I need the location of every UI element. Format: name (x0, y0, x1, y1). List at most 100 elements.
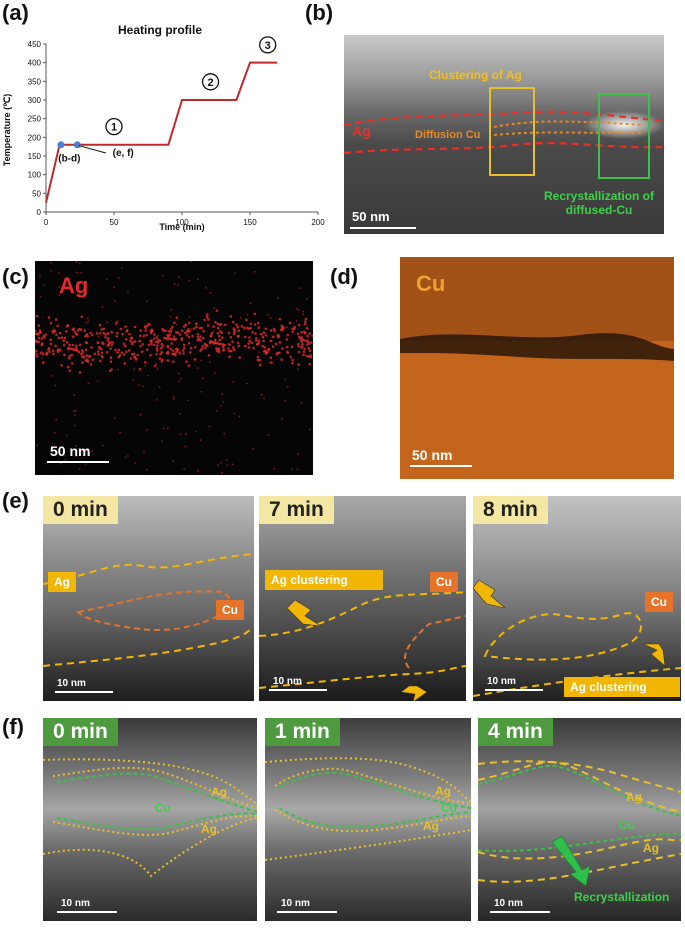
ag-map-dot (197, 367, 199, 370)
y-tick-label: 250 (28, 115, 42, 124)
ag-map-dot (68, 354, 72, 358)
ag-map-dot (73, 330, 77, 334)
ag-map-dot (228, 355, 231, 359)
ag-map-dot (54, 333, 57, 336)
e1-scale-text: 10 nm (57, 678, 86, 689)
ag-map-dot (191, 334, 194, 338)
ag-map-dot (100, 351, 104, 355)
e1-cu-label: Cu (216, 600, 244, 620)
ag-map-dot (306, 340, 310, 343)
cu-map-texture (400, 257, 674, 361)
ag-map-dot (50, 261, 53, 264)
ag-map-dot (137, 384, 140, 387)
ag-map-dot (166, 427, 169, 430)
ag-map-dot (121, 332, 124, 336)
ag-map-dot (102, 327, 106, 331)
ag-map-dot (311, 334, 313, 337)
annotation-arrow (78, 145, 106, 154)
ag-map-dot (73, 394, 76, 397)
ag-map-dot (192, 327, 196, 330)
ag-map-dot (201, 377, 204, 380)
ag-map-dot (262, 339, 265, 343)
ag-map-dot (160, 351, 164, 354)
ag-map-dot (39, 331, 42, 335)
ag-map-dot (181, 349, 185, 352)
ag-map-dot (212, 330, 215, 333)
ag-map-dot (263, 397, 266, 400)
ag-map-dot (156, 368, 159, 370)
ag-map-dot (305, 326, 309, 330)
diffusion-cu-label: Diffusion Cu (415, 129, 481, 141)
ag-map-dot (96, 341, 100, 345)
ag-map-dot (193, 358, 197, 361)
ag-map-dot (244, 344, 247, 348)
f3-scale-text: 10 nm (494, 898, 523, 909)
clustering-box (489, 87, 535, 176)
y-ticks: 0 50 100 150 200 250 300 350 400 450 (28, 40, 46, 217)
ag-map-dot (172, 395, 175, 398)
ag-map-dot (39, 352, 42, 355)
ag-map-dot (76, 349, 79, 352)
ag-map-dot (233, 412, 236, 415)
temperature-series-line (45, 61, 278, 203)
ag-map-dot (93, 352, 97, 356)
f1-scale-bar (57, 911, 117, 913)
ag-map-dot (170, 309, 173, 311)
ag-map-dot (206, 324, 210, 327)
ag-map-dot (208, 341, 212, 345)
ag-map-dot (302, 338, 306, 342)
ag-map-dot (143, 360, 147, 364)
ag-map-dot (106, 321, 109, 324)
ag-map-dot (194, 430, 197, 433)
ag-map-dot (98, 331, 102, 335)
e1-ag-label: Ag (48, 572, 76, 592)
ag-map-dot (63, 353, 66, 357)
ag-map-dot (51, 374, 54, 377)
ag-map-dot (156, 334, 159, 337)
ag-map-dot (64, 454, 67, 457)
ag-map-dot (91, 358, 95, 361)
ag-map-dot (146, 374, 149, 377)
ag-map-dot (196, 332, 200, 336)
ag-map-dot (264, 333, 268, 337)
ag-map-dot (231, 463, 234, 466)
ag-map-dot (308, 362, 311, 366)
ag-map-dot (81, 361, 84, 364)
e1-overlay (43, 553, 254, 667)
ag-map-dot (239, 316, 242, 319)
ag-map-dot (297, 335, 301, 339)
ag-map-dot (74, 424, 77, 427)
ag-map-dot (95, 332, 99, 335)
ag-map-dot (184, 323, 188, 327)
ag-map-dot (185, 433, 187, 436)
ag-map-dot (57, 336, 61, 340)
x-tick-label: 100 (175, 218, 189, 227)
ag-map-dot (113, 286, 116, 289)
e3-scale-text: 10 nm (487, 676, 516, 687)
ag-map-dot (296, 468, 299, 471)
f3-ag2-label: Ag (643, 841, 659, 855)
ag-map-dot (297, 309, 300, 312)
ag-map-dot (232, 381, 235, 384)
ag-map-dot (84, 449, 87, 452)
ag-map-dot (269, 317, 272, 319)
ag-map-dot (300, 402, 303, 404)
f1-ag-top (52, 766, 257, 809)
ag-map-dot (179, 433, 182, 436)
ag-map-dot (41, 356, 44, 359)
ag-map-dot (261, 344, 264, 348)
step-marker-circle (201, 73, 220, 91)
ag-map-dot (86, 334, 89, 338)
ag-map-dot (307, 347, 311, 350)
ag-map-dot (295, 308, 298, 310)
ag-map-dot (177, 283, 179, 286)
ag-map-dot (252, 346, 255, 350)
ag-map-dot (231, 320, 235, 324)
ag-map-dot (197, 469, 199, 472)
ag-map-dot (306, 334, 309, 338)
ag-map-dot (149, 339, 152, 343)
ag-map-dot (199, 335, 202, 338)
ag-map-dot (204, 346, 207, 350)
e3-cu-label: Cu (645, 592, 673, 612)
ag-map-dot (164, 329, 167, 333)
